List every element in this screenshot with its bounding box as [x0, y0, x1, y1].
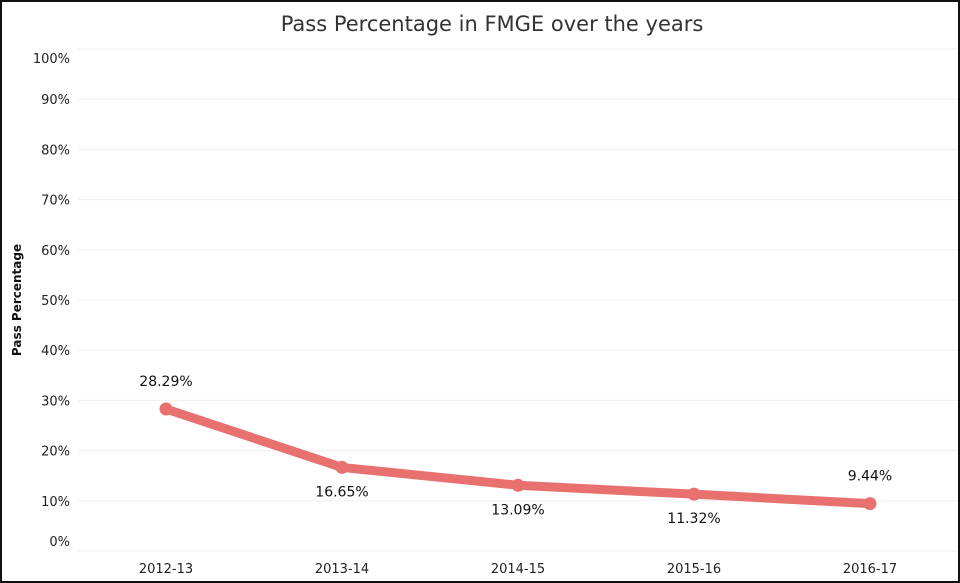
y-tick-label: 20%	[41, 445, 70, 460]
x-tick-label: 2012-13	[139, 562, 193, 577]
x-tick-label: 2014-15	[491, 562, 545, 577]
y-tick-label: 10%	[41, 495, 70, 510]
x-tick-label: 2016-17	[843, 562, 897, 577]
y-tick-label: 50%	[41, 294, 70, 309]
y-tick-label: 0%	[49, 535, 70, 550]
data-point	[159, 402, 173, 416]
data-point	[335, 460, 349, 474]
data-label: 13.09%	[491, 502, 544, 518]
x-tick-label: 2013-14	[315, 562, 369, 577]
data-point	[687, 487, 701, 501]
data-label: 9.44%	[848, 469, 892, 485]
data-label: 16.65%	[315, 484, 368, 500]
data-point	[511, 478, 525, 492]
y-axis-label: Pass Percentage	[10, 244, 24, 356]
chart-title: Pass Percentage in FMGE over the years	[281, 12, 704, 36]
y-tick-label: 40%	[41, 344, 70, 359]
data-point	[863, 497, 877, 511]
y-tick-label: 100%	[33, 52, 70, 67]
x-tick-label: 2015-16	[667, 562, 721, 577]
data-label: 28.29%	[139, 374, 192, 390]
y-tick-label: 70%	[41, 194, 70, 209]
y-tick-label: 30%	[41, 394, 70, 409]
y-tick-label: 80%	[41, 143, 70, 158]
y-tick-label: 90%	[41, 93, 70, 108]
y-tick-label: 60%	[41, 244, 70, 259]
data-label: 11.32%	[667, 511, 720, 527]
